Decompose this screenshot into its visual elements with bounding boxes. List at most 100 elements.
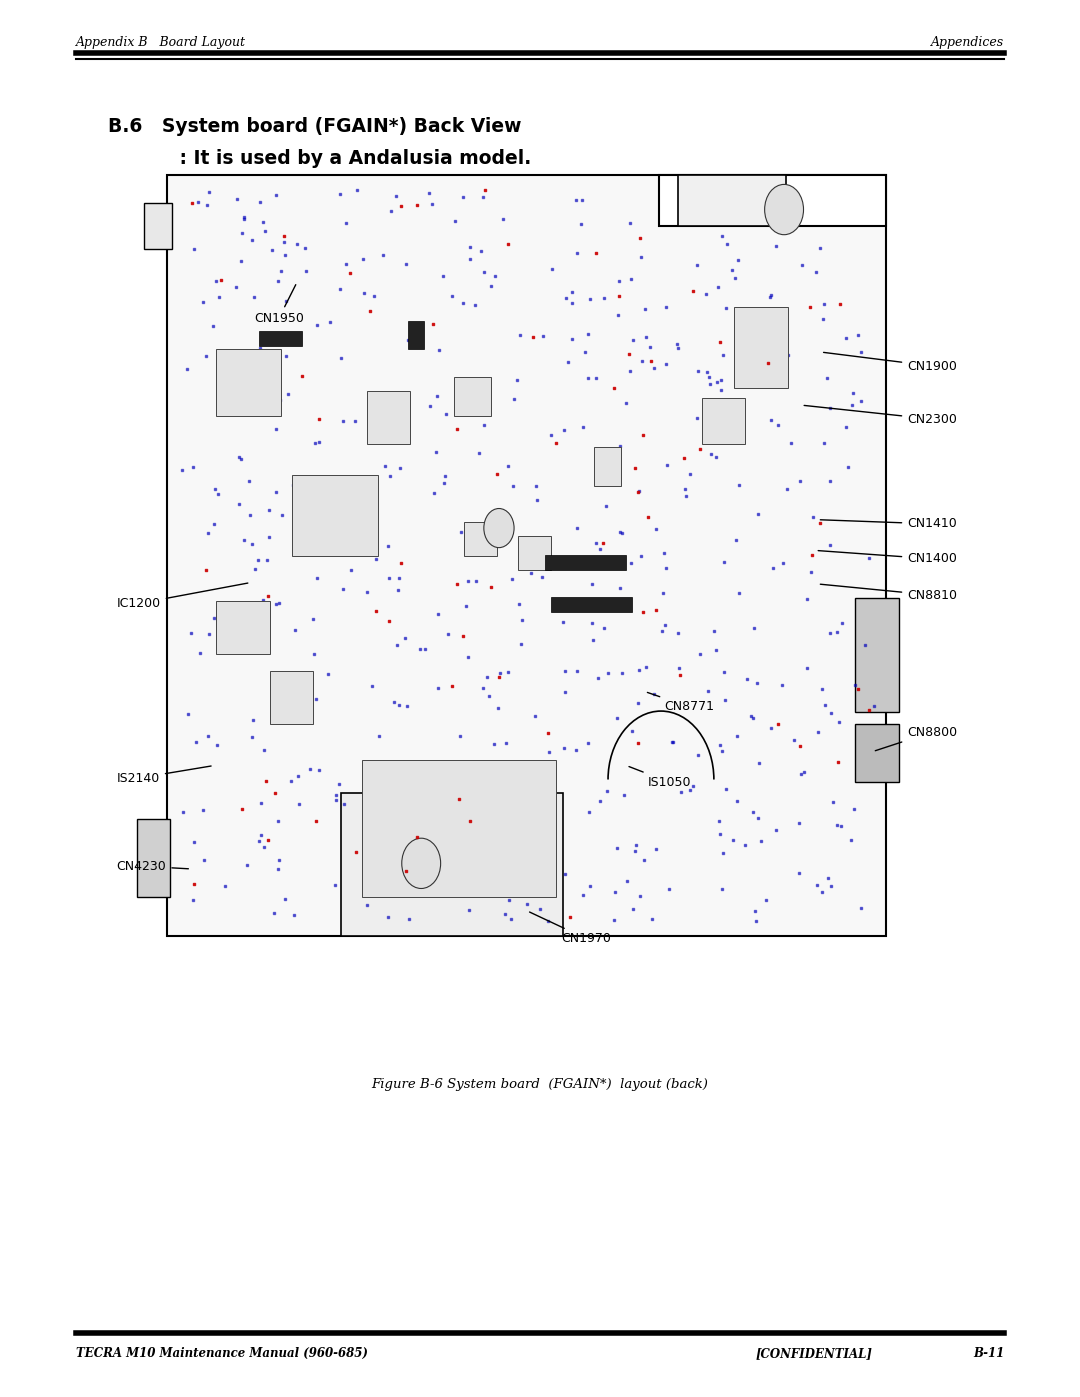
Text: Appendix B   Board Layout: Appendix B Board Layout (76, 36, 245, 49)
Point (457, 774, 474, 796)
Point (718, 778, 735, 800)
Point (505, 388, 523, 411)
Point (252, 791, 269, 813)
Point (280, 383, 297, 405)
Point (477, 528, 495, 550)
Point (714, 877, 731, 900)
Point (282, 770, 299, 792)
Text: IS1050: IS1050 (629, 767, 691, 789)
Point (592, 789, 609, 812)
Point (847, 675, 864, 697)
Point (801, 295, 819, 317)
Point (242, 503, 259, 525)
Point (779, 478, 796, 500)
Point (769, 712, 786, 735)
Point (321, 310, 338, 332)
Point (624, 328, 642, 351)
Bar (137, 819, 170, 897)
Point (542, 425, 559, 447)
Point (595, 286, 612, 309)
Point (849, 324, 866, 346)
Point (609, 305, 626, 327)
Point (852, 897, 869, 919)
Point (834, 612, 851, 634)
Point (753, 353, 770, 376)
Bar (551, 597, 632, 612)
Point (259, 585, 276, 608)
Point (653, 620, 671, 643)
Bar (594, 447, 621, 486)
Point (355, 539, 373, 562)
Point (191, 643, 208, 665)
Point (642, 351, 659, 373)
Point (690, 359, 707, 381)
Point (271, 592, 288, 615)
Point (239, 854, 256, 876)
Point (524, 326, 541, 348)
Point (822, 622, 839, 644)
Point (276, 888, 294, 911)
Point (654, 583, 672, 605)
Point (616, 784, 633, 806)
Circle shape (402, 838, 441, 888)
Point (266, 781, 283, 803)
Point (611, 434, 629, 457)
Point (521, 823, 538, 845)
Point (308, 687, 325, 710)
Point (610, 285, 627, 307)
Point (557, 288, 575, 310)
Point (432, 767, 449, 789)
Point (791, 862, 808, 884)
Point (785, 729, 802, 752)
Point (707, 446, 725, 468)
Point (270, 848, 287, 870)
Point (401, 908, 418, 930)
Point (376, 763, 393, 785)
Text: CN8771: CN8771 (647, 693, 714, 714)
Text: : It is used by a Andalusia model.: : It is used by a Andalusia model. (108, 149, 531, 169)
Polygon shape (659, 175, 886, 226)
Point (712, 331, 729, 353)
Point (374, 243, 391, 265)
Point (831, 711, 848, 733)
Point (285, 904, 302, 926)
Bar (292, 475, 378, 556)
Point (296, 237, 313, 260)
Point (365, 541, 382, 563)
Point (244, 725, 261, 747)
Point (573, 189, 591, 211)
Point (199, 194, 216, 217)
Point (411, 637, 429, 659)
Bar (167, 175, 886, 936)
Point (216, 876, 233, 898)
Point (715, 842, 732, 865)
Point (207, 270, 225, 292)
Point (633, 246, 650, 268)
Point (728, 372, 745, 394)
Point (633, 349, 650, 372)
Point (556, 863, 573, 886)
Point (208, 733, 226, 756)
Point (528, 489, 545, 511)
Point (301, 757, 319, 780)
Point (751, 752, 768, 774)
Point (309, 313, 326, 335)
Point (275, 225, 293, 247)
Text: CN1970: CN1970 (529, 912, 611, 946)
Point (379, 819, 396, 841)
Text: CN1410: CN1410 (821, 517, 957, 531)
Point (626, 457, 644, 479)
Point (459, 645, 476, 668)
Point (611, 577, 629, 599)
Point (512, 633, 529, 655)
Point (467, 293, 484, 316)
Point (592, 538, 609, 560)
Point (444, 285, 461, 307)
Point (767, 819, 784, 841)
Point (760, 298, 778, 320)
Point (355, 281, 373, 303)
Point (629, 692, 646, 714)
Point (808, 261, 825, 284)
Point (235, 529, 253, 552)
Point (762, 409, 780, 432)
